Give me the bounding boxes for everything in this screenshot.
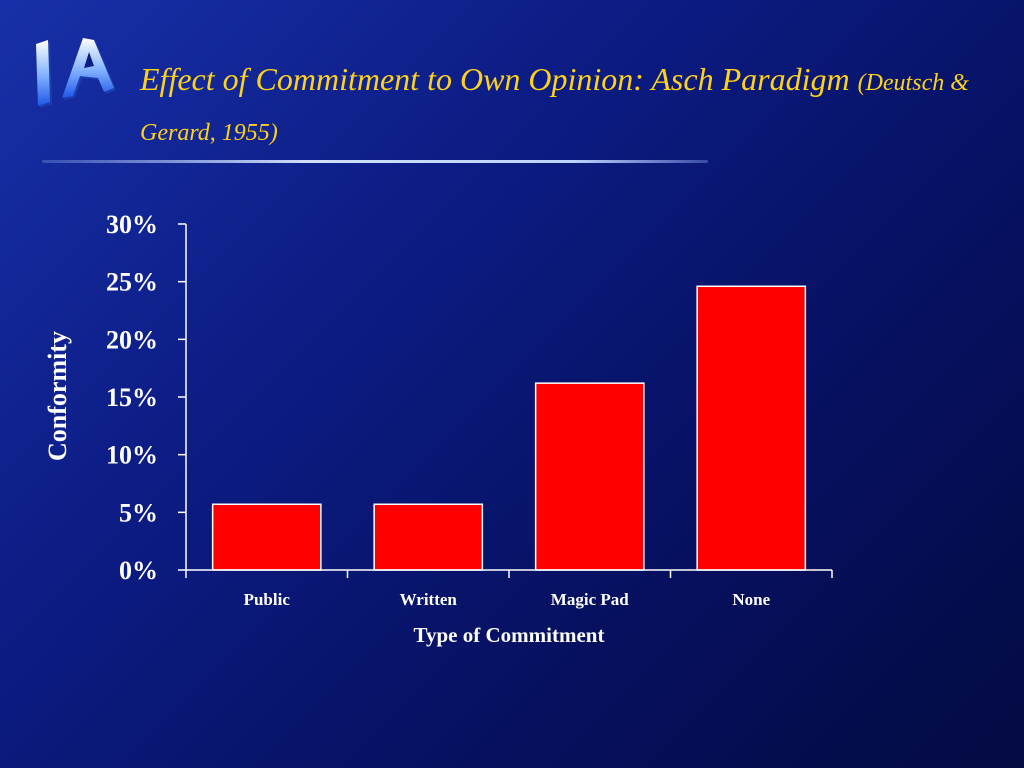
y-axis-ticks: 0% 5% 10% 15% 20% 25% 30%	[106, 210, 186, 585]
y-tick-label: 15%	[106, 383, 158, 412]
y-tick-label: 25%	[106, 268, 158, 297]
bars	[211, 285, 807, 571]
y-tick-label: 20%	[106, 325, 158, 354]
x-axis-ticks: Public Written Magic Pad None	[185, 570, 833, 609]
bar-written	[373, 503, 484, 571]
x-tick-label: Written	[400, 590, 458, 609]
x-tick-label: Public	[244, 590, 291, 609]
x-tick-label: Magic Pad	[551, 590, 629, 609]
y-tick-label: 30%	[106, 210, 158, 239]
y-tick-label: 0%	[119, 556, 158, 585]
bar-magic-pad	[534, 382, 645, 571]
bar-public	[211, 503, 322, 571]
title-divider	[42, 160, 708, 163]
y-tick-label: 10%	[106, 441, 158, 470]
bar-none	[696, 285, 807, 571]
slide-title: Effect of Commitment to Own Opinion: Asc…	[140, 56, 1024, 156]
x-axis-title: Type of Commitment	[414, 623, 605, 647]
title-main: Effect of Commitment to Own Opinion: Asc…	[140, 61, 850, 97]
x-tick-label: None	[732, 590, 770, 609]
ia-logo	[36, 38, 116, 108]
y-axis-title: Conformity	[43, 331, 72, 461]
title-citation: (Deutsch & Gerard, 1955)	[140, 70, 969, 146]
y-tick-label: 5%	[119, 498, 158, 527]
